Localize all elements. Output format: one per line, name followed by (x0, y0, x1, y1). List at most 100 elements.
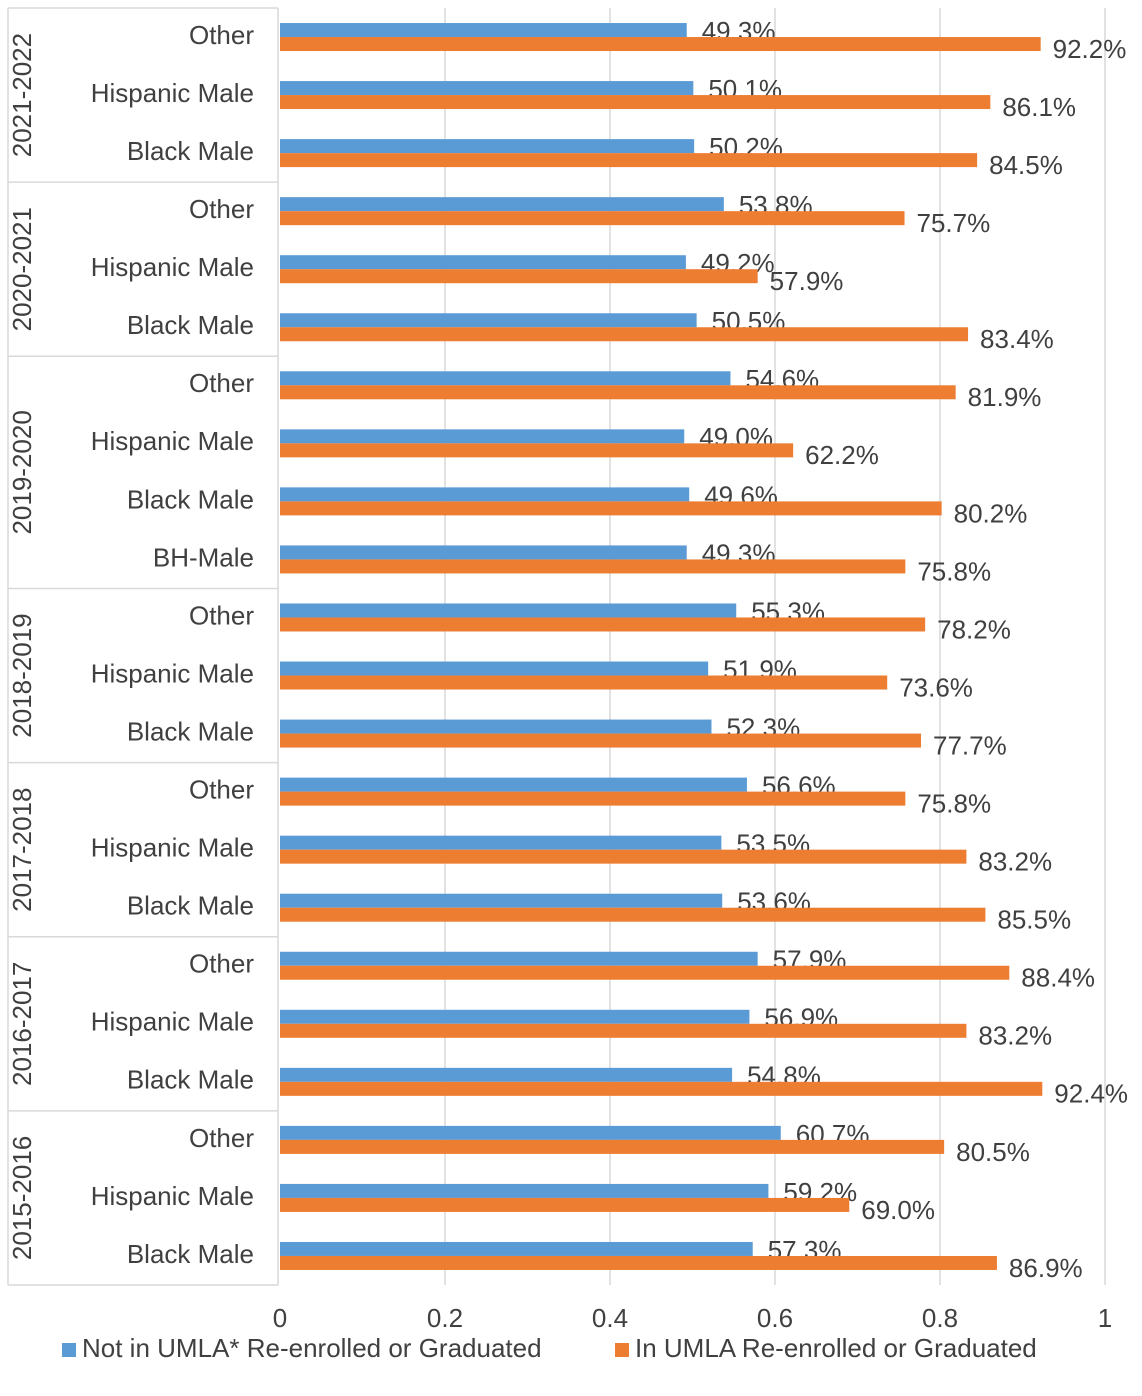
bar (280, 23, 687, 38)
bar (280, 211, 905, 226)
data-label: 86.1% (1002, 92, 1076, 122)
data-label: 77.7% (933, 730, 1007, 760)
bar (280, 617, 926, 632)
bar (280, 313, 697, 328)
bar (280, 1067, 733, 1082)
bar (280, 385, 956, 400)
y-tick-label: Hispanic Male (91, 658, 254, 688)
y-tick-label: Other (189, 368, 254, 398)
data-label: 83.4% (980, 324, 1054, 354)
bar (280, 371, 731, 386)
x-tick-label: 0.4 (592, 1303, 628, 1333)
y-tick-label: Other (189, 949, 254, 979)
bar (280, 487, 690, 502)
data-label: 92.4% (1054, 1079, 1128, 1109)
y-tick-label: Black Male (127, 891, 254, 921)
data-label: 75.7% (917, 208, 991, 238)
data-label: 62.2% (805, 440, 879, 470)
legend-label: Not in UMLA* Re-enrolled or Graduated (82, 1333, 542, 1363)
data-label: 84.5% (989, 150, 1063, 180)
bar (280, 37, 1041, 52)
y-tick-label: Hispanic Male (91, 78, 254, 108)
bar (280, 1023, 967, 1038)
data-label: 75.8% (917, 556, 991, 586)
bar (280, 849, 967, 864)
y-tick-label: Other (189, 1123, 254, 1153)
bar (280, 153, 978, 168)
bar (280, 661, 709, 676)
y-tick-label: Black Male (127, 484, 254, 514)
bar (280, 1241, 753, 1256)
y-tick-label: Other (189, 774, 254, 804)
group-label: 2020-2021 (7, 207, 37, 331)
y-tick-label: Other (189, 20, 254, 50)
bar (280, 139, 695, 154)
data-label: 69.0% (861, 1195, 935, 1225)
data-label: 92.2% (1053, 34, 1127, 64)
bar (280, 1197, 850, 1212)
data-label: 78.2% (937, 614, 1011, 644)
group-label: 2021-2022 (7, 33, 37, 157)
data-label: 80.5% (956, 1137, 1030, 1167)
data-label: 75.8% (917, 788, 991, 818)
group-label: 2018-2019 (7, 613, 37, 737)
bar (280, 545, 687, 560)
bar (280, 603, 737, 618)
data-label: 83.2% (978, 847, 1052, 877)
y-tick-label: Black Male (127, 716, 254, 746)
bar (280, 835, 722, 850)
legend-label: In UMLA Re-enrolled or Graduated (635, 1333, 1037, 1363)
bar (280, 791, 906, 806)
y-tick-label: BH-Male (153, 542, 254, 572)
bar (280, 965, 1010, 980)
y-tick-label: Hispanic Male (91, 1007, 254, 1037)
group-label: 2016-2017 (7, 962, 37, 1086)
bar (280, 1081, 1043, 1096)
bar (280, 327, 969, 342)
y-tick-label: Hispanic Male (91, 426, 254, 456)
data-label: 86.9% (1009, 1253, 1083, 1283)
bar (280, 951, 758, 966)
y-tick-label: Other (189, 600, 254, 630)
y-tick-label: Black Male (127, 1065, 254, 1095)
y-tick-label: Hispanic Male (91, 252, 254, 282)
bar (280, 893, 723, 908)
data-label: 83.2% (978, 1021, 1052, 1051)
bar (280, 675, 888, 690)
y-tick-label: Other (189, 194, 254, 224)
data-label: 88.4% (1021, 963, 1095, 993)
bar (280, 95, 991, 110)
bar (280, 197, 724, 212)
group-label: 2019-2020 (7, 410, 37, 534)
x-tick-label: 0 (273, 1303, 287, 1333)
bar (280, 1125, 781, 1140)
group-label: 2017-2018 (7, 787, 37, 911)
y-tick-label: Black Male (127, 1239, 254, 1269)
bar (280, 1139, 945, 1154)
data-label: 85.5% (997, 905, 1071, 935)
bar (280, 559, 906, 574)
y-tick-label: Black Male (127, 310, 254, 340)
x-tick-label: 0.2 (427, 1303, 463, 1333)
data-label: 80.2% (954, 498, 1028, 528)
x-tick-label: 1 (1098, 1303, 1112, 1333)
bar (280, 1183, 769, 1198)
bar (280, 269, 758, 284)
bar (280, 255, 686, 270)
bar (280, 429, 685, 444)
y-tick-label: Hispanic Male (91, 1181, 254, 1211)
y-tick-label: Black Male (127, 136, 254, 166)
bar (280, 1255, 997, 1270)
y-tick-label: Hispanic Male (91, 833, 254, 863)
bar (280, 81, 694, 96)
bar (280, 719, 712, 734)
x-tick-label: 0.6 (757, 1303, 793, 1333)
x-tick-label: 0.8 (922, 1303, 958, 1333)
bar (280, 777, 747, 792)
bar (280, 443, 794, 458)
bar (280, 501, 942, 516)
data-label: 73.6% (899, 672, 973, 702)
bar (280, 1009, 750, 1024)
legend-swatch (62, 1343, 76, 1357)
